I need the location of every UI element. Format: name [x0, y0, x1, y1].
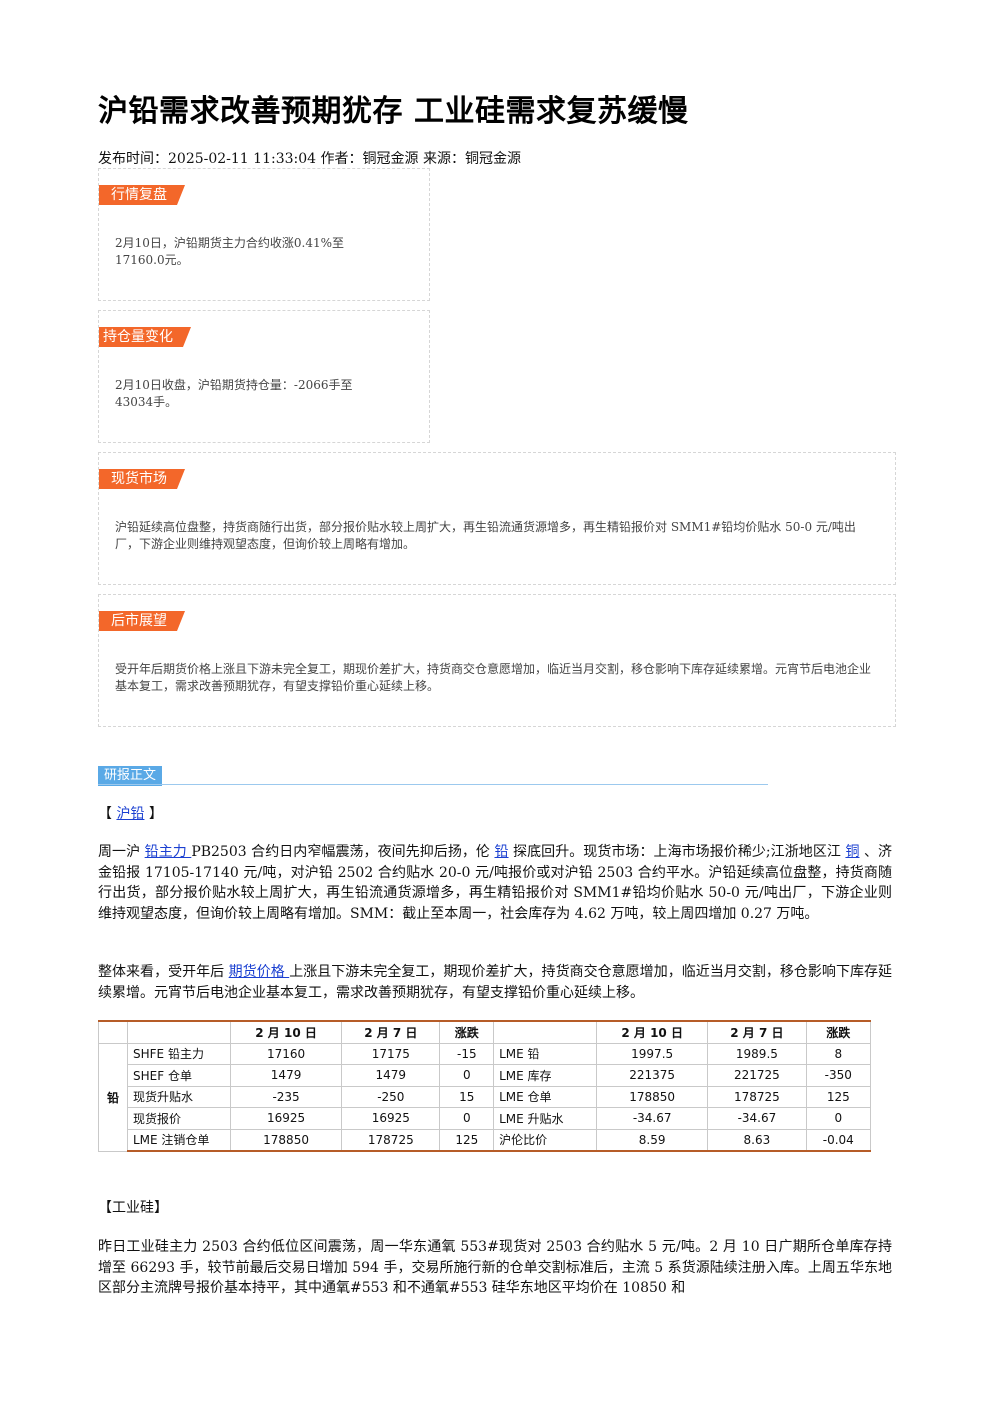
- table-row: 现货升贴水 -235 -250 15 LME 仓单 178850 178725 …: [99, 1085, 872, 1108]
- table-cell: 221725: [707, 1064, 807, 1087]
- position-change-card: 持仓量变化 2月10日收盘，沪铅期货持仓量：-2066手至43034手。: [98, 310, 430, 443]
- position-change-text: 2月10日收盘，沪铅期货持仓量：-2066手至43034手。: [115, 378, 353, 409]
- table-cell: -250: [341, 1085, 441, 1108]
- table-cell: 178725: [341, 1128, 441, 1152]
- report-divider: [98, 784, 768, 785]
- silicon-paragraph: 昨日工业硅主力 2503 合约低位区间震荡，周一华东通氧 553#现货对 250…: [98, 1239, 892, 1296]
- table-cell: 现货升贴水: [127, 1085, 231, 1108]
- outlook-tag: 后市展望: [99, 611, 185, 631]
- market-review-text: 2月10日，沪铅期货主力合约收涨0.41%至17160.0元。: [115, 236, 345, 267]
- p2-text-2: 上涨且下游未完全复工，期现价差扩大，持货商交仓意愿增加，临近当月交割，移仓影响下…: [98, 964, 893, 1001]
- publish-meta: 发布时间：2025-02-11 11:33:04 作者：铜冠金源 来源：铜冠金源: [98, 151, 521, 167]
- table-cell: 8.59: [596, 1128, 709, 1152]
- p1-text-2: PB2503 合约日内窄幅震荡，夜间先抑后扬，伦: [191, 844, 495, 860]
- table-header-cell: 2 月 10 日: [229, 1020, 343, 1044]
- lead-main-link[interactable]: 铅主力: [144, 844, 192, 860]
- table-cell: 0: [439, 1107, 495, 1130]
- p1-text-1: 周一沪: [98, 844, 145, 860]
- table-cell: SHFE 铅主力: [127, 1042, 231, 1065]
- table-cell: 15: [439, 1085, 495, 1108]
- market-review-card: 行情复盘 2月10日，沪铅期货主力合约收涨0.41%至17160.0元。: [98, 168, 430, 301]
- table-header-cell: 2 月 10 日: [596, 1020, 709, 1044]
- report-body-tag: 研报正文: [98, 766, 163, 786]
- table-cell: -34.67: [707, 1107, 807, 1130]
- table-header-row: 2 月 10 日 2 月 7 日 涨跌 2 月 10 日 2 月 7 日 涨跌: [98, 1020, 872, 1044]
- spot-market-card: 现货市场 沪铅延续高位盘整，持货商随行出货，部分报价贴水较上周扩大，再生铅流通货…: [98, 452, 896, 585]
- table-row: SHEF 仓单 1479 1479 0 LME 库存 221375 221725…: [99, 1064, 872, 1087]
- outlook-text: 受开年后期货价格上涨且下游未完全复工，期现价差扩大，持货商交仓意愿增加，临近当月…: [115, 662, 872, 693]
- table-cell: 125: [805, 1085, 872, 1108]
- heading-open: 【: [98, 806, 117, 822]
- heading-close: 】: [144, 806, 163, 822]
- lead-link[interactable]: 沪铅: [116, 806, 145, 822]
- table-cell: 1997.5: [596, 1042, 709, 1065]
- table-cell: 现货报价: [127, 1107, 231, 1130]
- table-cell: LME 库存: [493, 1064, 598, 1087]
- table-header-cell: 涨跌: [805, 1020, 872, 1044]
- table-cell: -350: [805, 1064, 872, 1087]
- table-cell: 17175: [341, 1042, 441, 1065]
- table-cell: 125: [439, 1128, 495, 1152]
- table-cell: 178850: [596, 1085, 709, 1108]
- table-cell: 8.63: [707, 1128, 807, 1152]
- table-row: LME 注销仓单 178850 178725 125 沪伦比价 8.59 8.6…: [99, 1128, 872, 1152]
- table-cell: 1479: [229, 1064, 343, 1087]
- table-cell: 16925: [341, 1107, 441, 1130]
- page-title: 沪铅需求改善预期犹存 工业硅需求复苏缓慢: [98, 94, 689, 129]
- silicon-section-heading: 【工业硅】: [98, 1200, 168, 1216]
- spot-market-tag: 现货市场: [99, 469, 185, 489]
- table-cell: 178725: [707, 1085, 807, 1108]
- table-header-cell: 涨跌: [439, 1020, 495, 1044]
- table-cell: -34.67: [596, 1107, 709, 1130]
- table-header-cell: 2 月 7 日: [707, 1020, 807, 1044]
- p1-text-4: 、济金铅报 17105-17140 元/吨，对沪铅 2502 合约贴水 20-0…: [98, 844, 893, 922]
- lead-paragraph-1: 周一沪 铅主力 PB2503 合约日内窄幅震荡，夜间先抑后扬，伦 铅 探底回升。…: [98, 842, 892, 924]
- lead-link-2[interactable]: 铅: [494, 844, 509, 860]
- spot-market-text: 沪铅延续高位盘整，持货商随行出货，部分报价贴水较上周扩大，再生铅流通货源增多，再…: [115, 520, 856, 551]
- table-cell: LME 升贴水: [493, 1107, 598, 1130]
- table-cell: LME 铅: [493, 1042, 598, 1065]
- table-category: 铅: [98, 1042, 128, 1152]
- table-row: 现货报价 16925 16925 0 LME 升贴水 -34.67 -34.67…: [99, 1107, 872, 1130]
- table-cell: 1989.5: [707, 1042, 807, 1065]
- table-header-cell: 2 月 7 日: [341, 1020, 441, 1044]
- position-change-tag: 持仓量变化: [99, 327, 191, 347]
- lead-paragraph-2: 整体来看，受开年后 期货价格 上涨且下游未完全复工，期现价差扩大，持货商交仓意愿…: [98, 962, 892, 1003]
- table-cell: 178850: [229, 1128, 343, 1152]
- copper-link[interactable]: 铜: [845, 844, 860, 860]
- market-review-tag: 行情复盘: [99, 185, 185, 205]
- table-row: 铅 SHFE 铅主力 17160 17175 -15 LME 铅 1997.5 …: [98, 1042, 872, 1152]
- p2-text-1: 整体来看，受开年后: [98, 964, 229, 980]
- table-cell: 221375: [596, 1064, 709, 1087]
- outlook-card: 后市展望 受开年后期货价格上涨且下游未完全复工，期现价差扩大，持货商交仓意愿增加…: [98, 594, 896, 727]
- lead-data-table: 2 月 10 日 2 月 7 日 涨跌 2 月 10 日 2 月 7 日 涨跌 …: [98, 1020, 872, 1152]
- table-header-cell: [493, 1020, 598, 1044]
- table-cell: LME 注销仓单: [127, 1128, 231, 1152]
- table-cell: 16925: [229, 1107, 343, 1130]
- table-cell: 0: [439, 1064, 495, 1087]
- table-cell: 1479: [341, 1064, 441, 1087]
- table-cell: -15: [439, 1042, 495, 1065]
- futures-price-link[interactable]: 期货价格: [228, 964, 290, 980]
- table-cell: -0.04: [805, 1128, 872, 1152]
- lead-section-heading: 【 沪铅 】: [98, 803, 163, 823]
- table-header-cell: [127, 1020, 231, 1044]
- table-cell: SHEF 仓单: [127, 1064, 231, 1087]
- table-cell: -235: [229, 1085, 343, 1108]
- table-cell: LME 仓单: [493, 1085, 598, 1108]
- p1-text-3: 探底回升。现货市场：上海市场报价稀少;江浙地区江: [508, 844, 846, 860]
- table-header-cell: [98, 1020, 128, 1044]
- table-cell: 17160: [229, 1042, 343, 1065]
- table-cell: 8: [805, 1042, 872, 1065]
- table-cell: 0: [805, 1107, 872, 1130]
- table-cell: 沪伦比价: [493, 1128, 598, 1152]
